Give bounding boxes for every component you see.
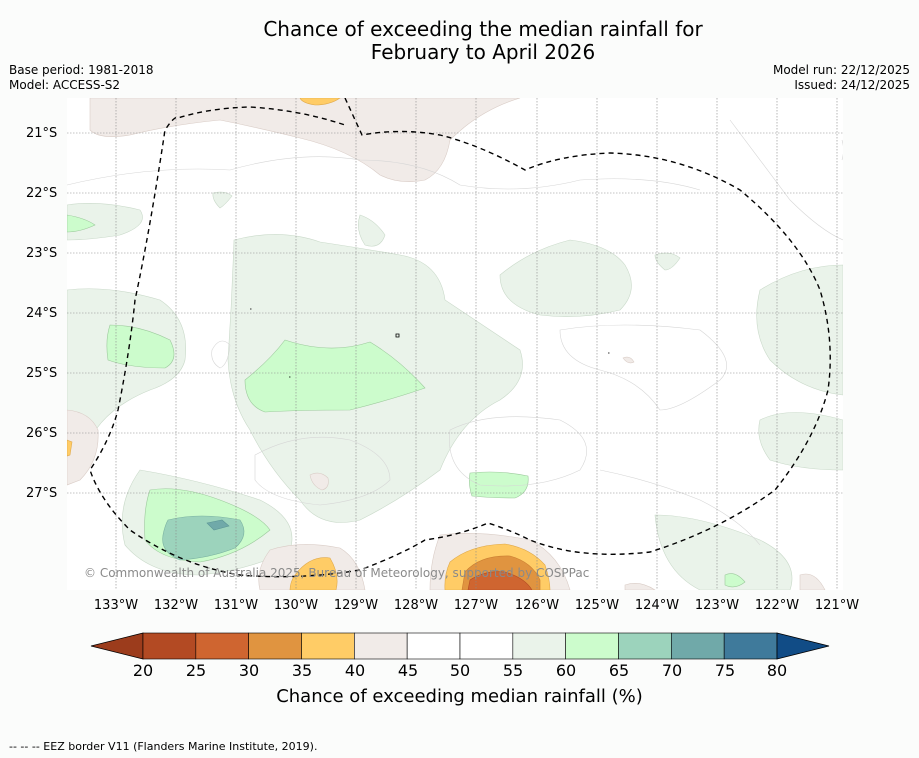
colorbar-bin [618, 632, 672, 660]
lon-label: 127°W [453, 598, 499, 613]
colorbar-bin [301, 632, 355, 660]
lat-label: 25°S [26, 366, 58, 381]
lat-label: 21°S [26, 126, 58, 141]
issued-date: Issued: 24/12/2025 [794, 78, 910, 92]
lon-label: 124°W [634, 598, 680, 613]
map-title: Chance of exceeding the median rainfall … [0, 18, 919, 64]
colorbar-bin [512, 632, 566, 660]
lon-label: 122°W [754, 598, 800, 613]
lon-label: 125°W [574, 598, 620, 613]
lon-label: 131°W [213, 598, 259, 613]
region-25-30 [467, 571, 533, 590]
colorbar-bin [354, 632, 408, 660]
lon-label: 123°W [694, 598, 740, 613]
islands [250, 308, 610, 378]
colorbar-tick: 70 [661, 661, 683, 680]
gridlines [67, 98, 843, 590]
lon-label: 126°W [514, 598, 560, 613]
lon-label: 128°W [393, 598, 439, 613]
base-period: Base period: 1981-2018 [9, 63, 154, 77]
colorbar-tick: 80 [766, 661, 788, 680]
eez-footnote: -- -- -- EEZ border V11 (Flanders Marine… [9, 740, 318, 753]
colorbar-tick: 65 [608, 661, 630, 680]
colorbar-extend-low [90, 632, 144, 660]
lat-label: 27°S [26, 486, 58, 501]
lon-label: 133°W [93, 598, 139, 613]
colorbar-tick: 50 [449, 661, 471, 680]
lon-label: 129°W [333, 598, 379, 613]
colorbar-bin [723, 632, 778, 660]
contour-lines [67, 119, 843, 546]
colorbar-tick: 45 [397, 661, 419, 680]
colorbar-tick: 35 [291, 661, 313, 680]
colorbar-tick: 75 [714, 661, 736, 680]
model-name: Model: ACCESS-S2 [9, 78, 121, 92]
colorbar-bin [142, 632, 197, 660]
copyright-notice: © Commonwealth of Australia 2025, Bureau… [84, 566, 590, 580]
title-line-1: Chance of exceeding the median rainfall … [263, 17, 703, 41]
issue-info: Model run: 22/12/2025 Issued: 24/12/2025 [773, 63, 910, 93]
colorbar-bin [406, 632, 461, 660]
lon-label: 130°W [273, 598, 319, 613]
lat-label: 24°S [26, 306, 58, 321]
colorbar-tick: 40 [344, 661, 366, 680]
colorbar-bin [459, 632, 514, 660]
colorbar-bin [248, 632, 302, 660]
colorbar-bin [565, 632, 619, 660]
colorbar-tick: 60 [555, 661, 577, 680]
colorbar-tick: 55 [502, 661, 524, 680]
eez-border [89, 98, 831, 578]
colorbar-bin [671, 632, 725, 660]
colorbar-extend-high [776, 632, 830, 660]
colorbar-label: Chance of exceeding median rainfall (%) [276, 686, 643, 707]
model-run-date: Model run: 22/12/2025 [772, 63, 910, 77]
lat-label: 26°S [26, 426, 58, 441]
lon-label: 121°W [814, 598, 860, 613]
colorbar-tick: 25 [185, 661, 207, 680]
lon-label: 132°W [153, 598, 199, 613]
lat-label: 23°S [26, 246, 58, 261]
model-info: Base period: 1981-2018 Model: ACCESS-S2 [9, 63, 154, 93]
colorbar-bin [195, 632, 249, 660]
lat-label: 22°S [26, 186, 58, 201]
region-70-75 [206, 519, 230, 531]
colorbar-tick: 20 [132, 661, 154, 680]
colorbar-tick: 30 [238, 661, 260, 680]
title-line-2: February to April 2026 [370, 40, 596, 64]
